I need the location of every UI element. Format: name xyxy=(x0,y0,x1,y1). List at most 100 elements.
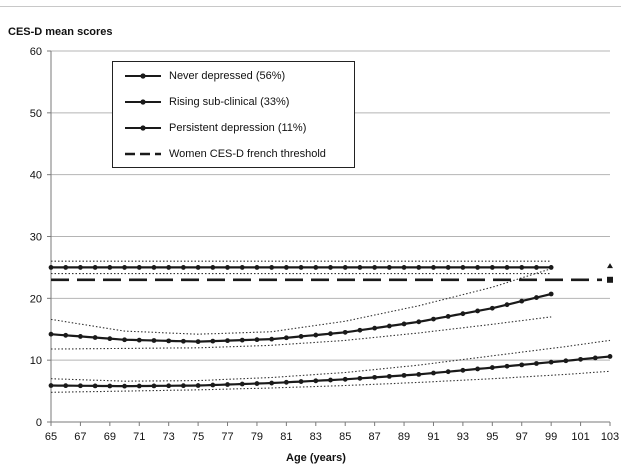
data-point xyxy=(548,359,554,365)
data-point xyxy=(592,355,598,361)
y-tick-label: 10 xyxy=(30,355,42,367)
data-point xyxy=(180,383,186,389)
legend-item-persistent-depression: Persistent depression (11%) xyxy=(123,120,306,136)
legend-label: Women CES-D french threshold xyxy=(169,148,326,160)
data-point xyxy=(534,265,539,270)
legend-item-rising-subclinical: Rising sub-clinical (33%) xyxy=(123,94,289,110)
end-marker-square xyxy=(607,276,613,283)
data-point xyxy=(460,311,466,317)
x-tick-label: 93 xyxy=(457,431,469,443)
legend-dashed-line-icon xyxy=(125,152,161,156)
data-point xyxy=(210,338,216,344)
data-point xyxy=(283,335,289,341)
x-tick-label: 81 xyxy=(280,431,292,443)
data-point xyxy=(534,361,539,366)
data-point xyxy=(313,378,319,384)
data-point xyxy=(166,265,172,270)
legend-marker-line-icon xyxy=(125,73,161,79)
data-point xyxy=(372,265,378,270)
data-point xyxy=(563,358,569,364)
data-point xyxy=(122,383,127,389)
data-point xyxy=(519,265,525,270)
data-point xyxy=(328,377,333,383)
data-point xyxy=(107,265,113,270)
data-point xyxy=(298,334,304,339)
data-point xyxy=(195,265,201,270)
data-point xyxy=(357,327,363,333)
data-point xyxy=(92,265,98,270)
data-point xyxy=(254,337,260,343)
data-point xyxy=(357,375,363,381)
data-point xyxy=(298,379,304,384)
data-point xyxy=(401,321,407,327)
data-point xyxy=(269,380,275,386)
legend-label: Rising sub-clinical (33%) xyxy=(169,96,290,108)
data-point xyxy=(548,265,554,270)
data-point xyxy=(225,338,230,344)
data-point xyxy=(269,336,275,342)
legend-marker-line-icon xyxy=(125,99,161,105)
data-point xyxy=(225,382,230,387)
confidence-bands xyxy=(50,260,611,393)
x-tick-label: 73 xyxy=(163,431,175,443)
y-tick-label: 30 xyxy=(30,232,42,244)
x-tick-label: 71 xyxy=(133,431,145,443)
data-point xyxy=(313,265,319,270)
data-point xyxy=(63,265,69,270)
y-tick-label: 40 xyxy=(30,170,42,182)
data-point xyxy=(445,265,451,270)
y-tick-label: 0 xyxy=(36,417,42,429)
data-point xyxy=(357,265,363,270)
x-tick-label: 69 xyxy=(104,431,116,443)
data-point xyxy=(313,332,319,338)
x-tick-label: 97 xyxy=(516,431,528,443)
y-tick-label: 20 xyxy=(30,293,42,305)
data-point xyxy=(225,265,230,270)
y-tick-label: 60 xyxy=(30,46,42,58)
data-point xyxy=(283,265,289,270)
data-point xyxy=(372,325,378,331)
ci-band-line xyxy=(50,370,611,393)
data-point xyxy=(386,373,392,379)
data-point xyxy=(342,265,348,270)
data-point xyxy=(445,313,451,319)
data-point xyxy=(195,383,201,388)
data-point xyxy=(504,302,510,308)
axes xyxy=(47,50,611,426)
data-point xyxy=(519,298,525,304)
data-point xyxy=(92,335,98,340)
data-point xyxy=(401,265,407,270)
data-point xyxy=(283,379,289,385)
data-point xyxy=(386,265,392,270)
data-point xyxy=(122,337,127,343)
data-point xyxy=(239,381,245,387)
x-tick-label: 103 xyxy=(601,431,619,443)
data-point xyxy=(78,383,83,389)
data-point xyxy=(489,265,495,270)
data-point xyxy=(239,265,245,270)
x-tick-label: 85 xyxy=(339,431,351,443)
x-tick-label: 75 xyxy=(192,431,204,443)
data-point xyxy=(475,308,481,314)
data-point xyxy=(431,370,436,376)
data-point xyxy=(489,305,495,311)
data-point xyxy=(136,337,142,343)
data-point xyxy=(210,265,216,270)
legend-label: Never depressed (56%) xyxy=(169,70,286,82)
data-point xyxy=(180,265,186,270)
y-tick-label: 50 xyxy=(30,108,42,120)
data-point xyxy=(166,383,172,389)
data-point xyxy=(254,265,260,270)
x-tick-label: 83 xyxy=(310,431,322,443)
x-tick-label: 87 xyxy=(369,431,381,443)
data-point xyxy=(122,265,127,270)
data-point xyxy=(386,323,392,329)
data-point xyxy=(48,265,54,270)
data-point xyxy=(416,265,422,270)
data-point xyxy=(63,332,69,338)
y-axis-title: CES-D mean scores xyxy=(8,26,113,38)
data-point xyxy=(210,382,216,388)
data-point xyxy=(151,265,157,270)
legend-label: Persistent depression (11%) xyxy=(169,122,307,134)
